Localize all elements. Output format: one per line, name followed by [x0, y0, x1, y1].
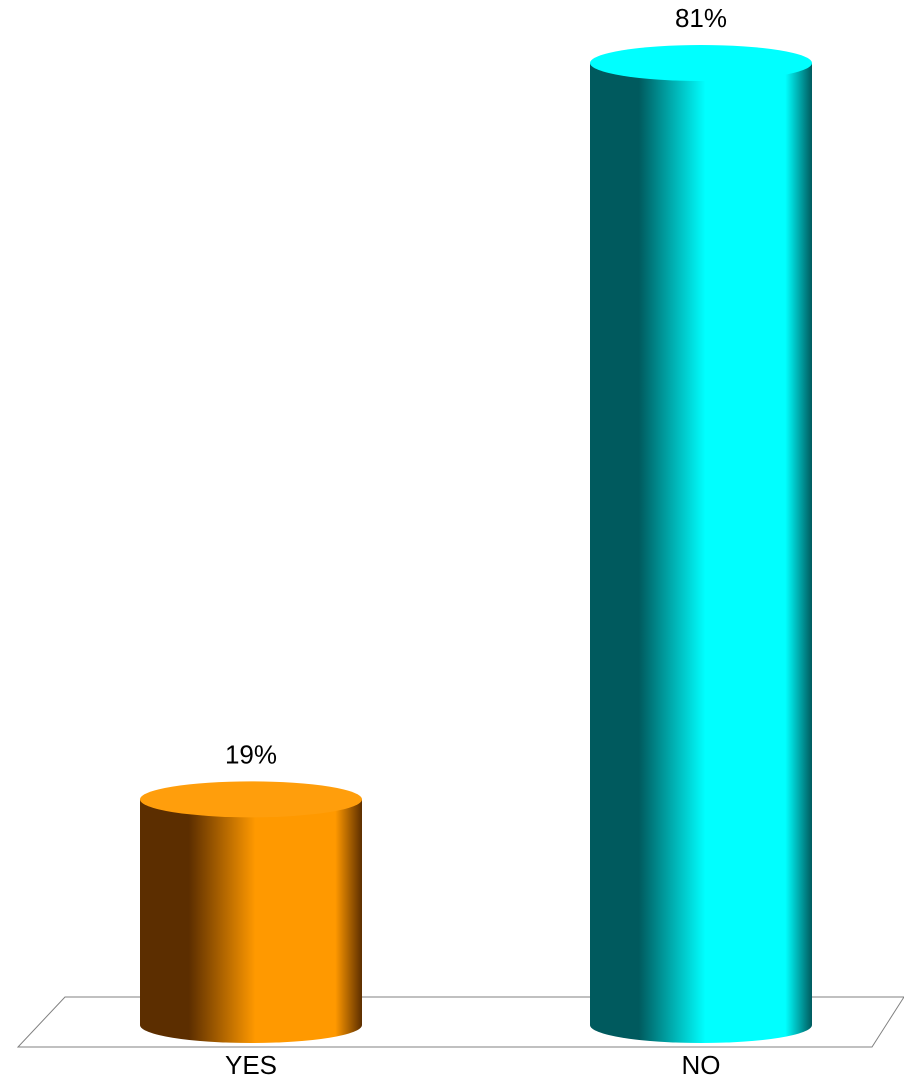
bar-top-no — [590, 45, 812, 81]
bar-body-yes — [140, 799, 362, 1043]
data-label-no: 81% — [675, 3, 727, 33]
x-tick-label-no: NO — [682, 1050, 721, 1080]
bar-top-yes — [140, 781, 362, 818]
bar-body-no — [590, 63, 812, 1043]
x-tick-label-yes: YES — [225, 1050, 277, 1080]
data-label-yes: 19% — [225, 739, 277, 769]
bar-yes: 19% YES — [140, 739, 362, 1080]
bar-no: 81% NO — [590, 3, 812, 1080]
